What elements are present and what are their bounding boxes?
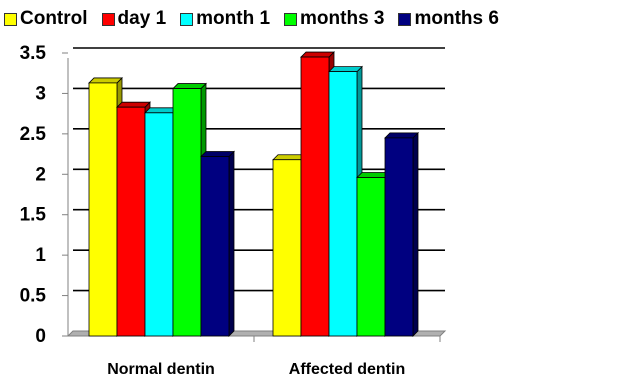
legend-swatch <box>398 12 412 26</box>
y-tick-label: 0.5 <box>20 286 47 307</box>
legend-label: day 1 <box>117 8 167 29</box>
y-tick-label: 2.5 <box>20 124 47 145</box>
y-tick-label: 3.5 <box>20 43 47 64</box>
bar <box>356 177 386 337</box>
y-tick-label: 1.5 <box>20 205 47 226</box>
bar-top <box>88 77 123 84</box>
bar-top <box>300 51 335 58</box>
legend-label: months 6 <box>414 8 499 29</box>
bar <box>272 159 302 337</box>
bar-top <box>200 151 235 157</box>
bar-top <box>172 83 207 89</box>
x-category-label: Normal dentin <box>107 361 215 378</box>
bar <box>200 156 230 337</box>
legend-item: day 1 <box>101 8 167 30</box>
legend-swatch <box>101 12 115 26</box>
x-category-label: Affected dentin <box>289 361 405 378</box>
y-tick-label: 0 <box>35 326 46 347</box>
bar <box>116 106 146 337</box>
bar <box>328 71 358 337</box>
bar <box>384 137 414 337</box>
y-tick-label: 3 <box>35 83 46 104</box>
bar <box>144 112 174 337</box>
chart-legend: Control day 1 month 1 months 3 months 6 <box>0 4 629 34</box>
legend-item: months 3 <box>284 8 384 30</box>
legend-swatch <box>4 12 17 26</box>
legend-label: month 1 <box>196 8 271 29</box>
bar <box>172 88 202 337</box>
legend-label: Control <box>20 8 88 29</box>
bar-top <box>116 101 151 108</box>
bar-top <box>384 132 419 139</box>
legend-swatch <box>180 12 194 26</box>
bar <box>300 56 330 337</box>
bar-top <box>328 66 363 72</box>
legend-item: Control <box>4 8 88 30</box>
bar-side <box>228 150 235 337</box>
bar <box>88 82 118 337</box>
legend-swatch <box>284 12 298 26</box>
legend-item: month 1 <box>180 8 270 30</box>
y-tick-label: 1 <box>35 245 46 266</box>
y-tick-label: 2 <box>35 164 46 185</box>
bar-side <box>412 131 419 337</box>
legend-label: months 3 <box>300 8 385 29</box>
legend-item: months 6 <box>398 8 499 30</box>
